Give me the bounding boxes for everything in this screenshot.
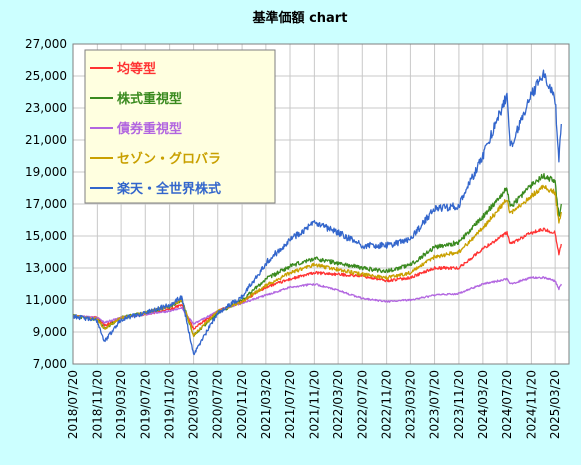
chart-title: 基準価額 chart xyxy=(252,10,348,26)
x-tick-label: 2022/03/20 xyxy=(331,370,345,439)
y-tick-label: 27,000 xyxy=(25,37,67,51)
y-tick-label: 9,000 xyxy=(33,325,67,339)
series-lines xyxy=(72,69,562,356)
y-tick-label: 13,000 xyxy=(25,261,67,275)
y-tick-label: 7,000 xyxy=(33,357,67,371)
x-tick-label: 2024/03/20 xyxy=(476,370,490,439)
y-tick-label: 15,000 xyxy=(25,229,67,243)
y-tick-label: 23,000 xyxy=(25,101,67,115)
y-tick-label: 17,000 xyxy=(25,197,67,211)
x-tick-label: 2024/07/20 xyxy=(500,370,514,439)
legend-label: 均等型 xyxy=(117,61,156,77)
legend-label: 楽天・全世界株式 xyxy=(116,181,221,197)
x-tick-label: 2022/07/20 xyxy=(355,370,369,439)
x-tick-label: 2021/11/20 xyxy=(307,370,321,439)
x-tick-label: 2023/07/20 xyxy=(428,370,442,439)
legend-label: 株式重視型 xyxy=(117,91,182,107)
x-tick-label: 2019/03/20 xyxy=(114,370,128,439)
x-tick-label: 2019/07/20 xyxy=(138,370,152,439)
y-tick-label: 21,000 xyxy=(25,133,67,147)
x-tick-label: 2020/11/20 xyxy=(235,370,249,439)
x-tick-label: 2023/11/20 xyxy=(452,370,466,439)
legend-box xyxy=(84,49,276,204)
plot-border xyxy=(72,43,570,365)
axes: 7,000 9,000 11,000 13,000 15,000 17,000 19,000… xyxy=(25,37,570,439)
x-tick-label: 2020/07/20 xyxy=(211,370,225,439)
y-tick-label: 11,000 xyxy=(25,293,67,307)
x-tick-label: 2025/03/20 xyxy=(548,370,562,439)
x-tick-label: 2024/11/20 xyxy=(524,370,538,439)
legend-label: セゾン・グロバラ xyxy=(117,151,221,167)
x-tick-label: 2020/03/20 xyxy=(187,370,201,439)
x-tick-label: 2019/11/20 xyxy=(163,370,177,439)
x-tick-label: 2018/11/20 xyxy=(90,370,104,439)
series-line xyxy=(72,276,562,325)
x-tick-label: 2018/07/20 xyxy=(66,370,80,439)
y-tick-label: 25,000 xyxy=(25,69,67,83)
legend-label: 債券重視型 xyxy=(116,121,182,137)
x-tick-label: 2022/11/20 xyxy=(380,370,394,439)
x-tick-label: 2023/03/20 xyxy=(403,370,417,439)
x-tick-label: 2021/03/20 xyxy=(259,370,273,439)
x-tick-label: 2021/07/20 xyxy=(283,370,297,439)
series-line xyxy=(72,69,562,356)
y-tick-label: 19,000 xyxy=(25,165,67,179)
